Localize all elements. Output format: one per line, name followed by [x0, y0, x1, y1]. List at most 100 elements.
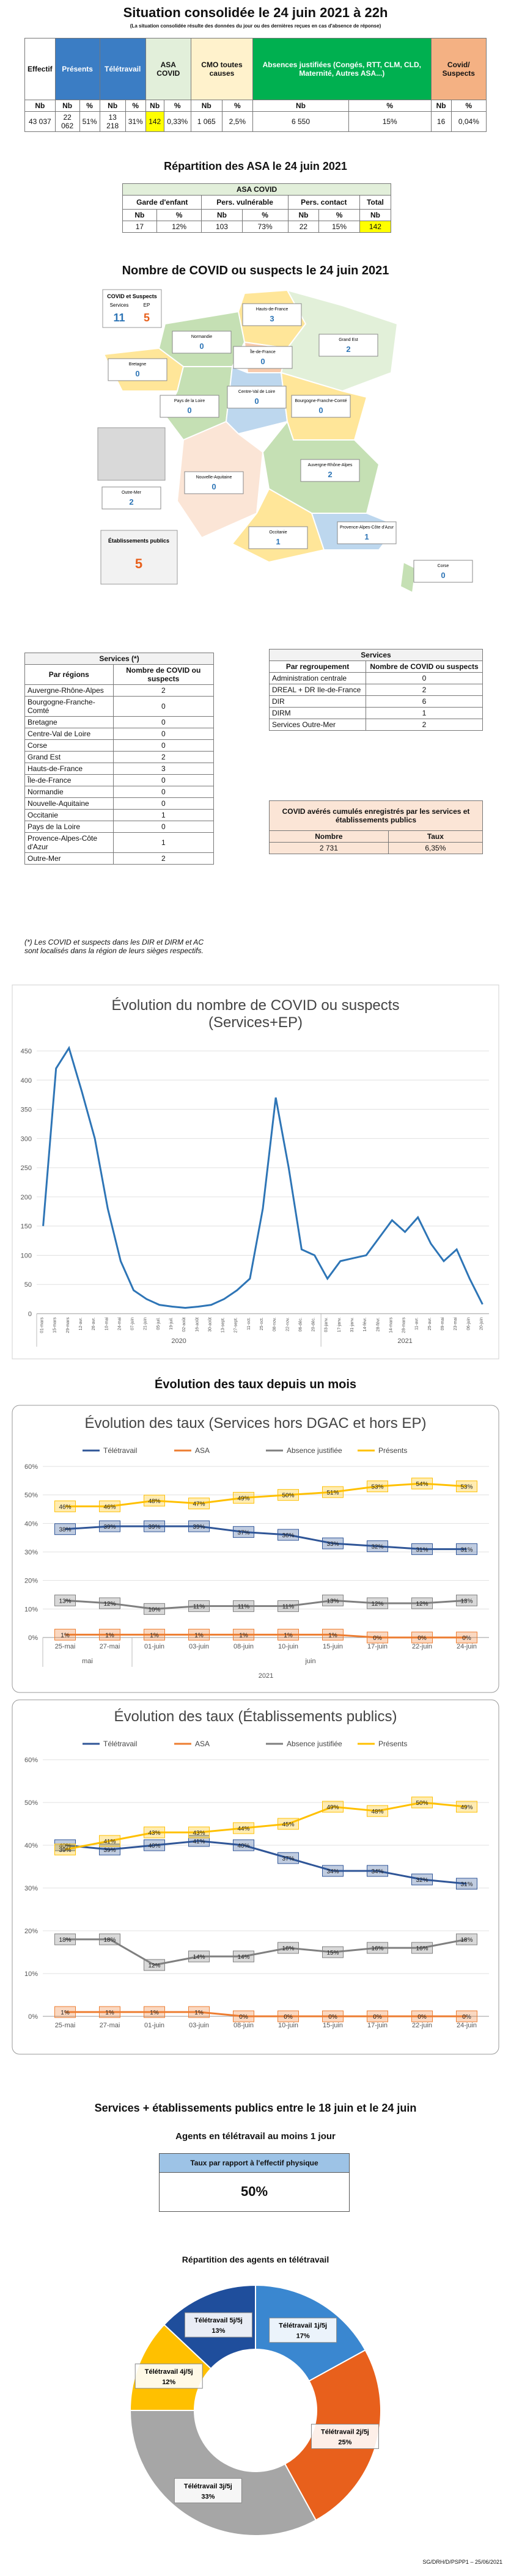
- table-value: 16: [430, 111, 452, 132]
- value-label-box: [367, 1805, 388, 1817]
- slice-label: Télétravail 2j/5j: [321, 2429, 369, 2436]
- legend-label: EP: [144, 302, 150, 308]
- column-head: Nb: [201, 209, 243, 221]
- row-label: Grand Est: [24, 751, 114, 763]
- table-value: 0: [112, 774, 215, 786]
- region-name: Provence-Alpes-Côte d'Azur: [340, 525, 394, 530]
- y-tick-label: 60%: [24, 1463, 38, 1471]
- slice-label-box: [174, 2478, 242, 2503]
- y-tick-label: 10%: [24, 1970, 38, 1978]
- region-box: [184, 471, 244, 494]
- region-box: [242, 303, 302, 326]
- chart-frame: [12, 984, 499, 1359]
- table-value: 3: [112, 763, 215, 775]
- section-title: Services + établissements publics entre …: [94, 2102, 417, 2114]
- region-value: 0: [441, 571, 445, 580]
- value-label-box: [456, 1933, 477, 1945]
- map-legend: [102, 289, 162, 328]
- table-row: Provence-Alpes-Côte d'Azur 1: [24, 832, 215, 853]
- region-box: [413, 560, 473, 583]
- value-label-box: [188, 1826, 210, 1839]
- region-box: [318, 334, 378, 357]
- value-label: 39%: [193, 1524, 205, 1531]
- x-tick-label: 22-nov.: [285, 1317, 290, 1331]
- column-head: %: [125, 100, 146, 112]
- value-label: 49%: [326, 1804, 339, 1811]
- series-line: [65, 1525, 467, 1550]
- value-label: 54%: [416, 1481, 428, 1488]
- value-label: 38%: [59, 1527, 71, 1534]
- x-tick-label: 03-juin: [189, 1643, 209, 1650]
- value-label-box: [411, 1942, 433, 1954]
- value-label-box: [322, 1946, 344, 1958]
- section-title: Évolution des taux depuis un mois: [154, 1378, 357, 1391]
- x-tick-label: 30-août: [208, 1317, 212, 1332]
- note: (*) Les COVID et suspects dans les DIR e…: [24, 938, 204, 955]
- value-label: 16%: [371, 1945, 383, 1952]
- legend-label: Présents: [378, 1740, 407, 1748]
- region-box: [291, 395, 351, 418]
- x-group-label: 2021: [397, 1337, 412, 1345]
- value-label-box: [367, 1597, 388, 1609]
- x-tick-label: 10-mai: [105, 1317, 109, 1331]
- x-tick-label: 19-juil.: [169, 1317, 174, 1330]
- column-head: Nb: [359, 209, 392, 221]
- row-label: Normandie: [24, 786, 114, 798]
- table-row: Services Outre-Mer 2: [268, 719, 483, 731]
- column-label: Pers. vulnérable: [201, 195, 289, 210]
- column-head: Taux: [388, 830, 483, 843]
- region-box: [108, 358, 167, 381]
- value-label-box: [456, 1480, 477, 1493]
- table-row: DREAL + DR Ile-de-France 2: [268, 684, 483, 696]
- column-head: Par régions: [24, 664, 114, 685]
- value-label-box: [411, 1631, 433, 1644]
- value-label-box: [144, 2006, 165, 2018]
- value-label: 41%: [103, 1839, 116, 1845]
- table-title: Services: [269, 649, 483, 661]
- value-label: 39%: [103, 1524, 116, 1531]
- value-label: 12%: [416, 1601, 428, 1608]
- row-label: Centre-Val de Loire: [24, 728, 114, 740]
- x-tick-label: 29-mars: [66, 1317, 70, 1333]
- value-label: 53%: [371, 1484, 383, 1491]
- table-caption: ASA COVID: [122, 183, 391, 196]
- value-label-box: [233, 1950, 254, 1963]
- x-tick-label: 10-juin: [278, 1643, 298, 1650]
- table-row: Par regroupement Nombre de COVID ou suspe…: [268, 660, 483, 673]
- x-tick-label: 31-janv.: [350, 1317, 355, 1332]
- value-label: 46%: [103, 1504, 116, 1510]
- x-tick-label: 26-avr.: [92, 1317, 96, 1330]
- table-row: Nombre Taux: [269, 830, 483, 843]
- value-label: 50%: [282, 1493, 294, 1499]
- table-row: Administration centrale 0: [268, 672, 483, 684]
- value-label: 1%: [61, 1632, 70, 1639]
- x-tick-label: 20-juin: [479, 1317, 483, 1330]
- legend-label: Absence justifiée: [287, 1446, 342, 1455]
- slice-label: Télétravail 3j/5j: [184, 2483, 232, 2490]
- slice-label: Télétravail 1j/5j: [279, 2322, 327, 2330]
- page-subtitle: (La situation consolidée résulte des don…: [130, 23, 381, 29]
- value-label-box: [144, 1959, 165, 1971]
- value-label-box: [188, 1950, 210, 1963]
- x-tick-label: 21-juin: [144, 1317, 148, 1330]
- table-value: 51%: [79, 111, 100, 132]
- value-label-box: [188, 1600, 210, 1612]
- data-table: Services (*) Par régions Nombre de COVID o…: [24, 653, 215, 865]
- x-tick-label: 22-juin: [412, 1643, 432, 1650]
- x-tick-label: 08-juin: [233, 1643, 254, 1650]
- table-value: 103: [201, 221, 243, 233]
- region-box: [160, 395, 219, 418]
- table-row: Auvergne-Rhône-Alpes 2: [24, 684, 215, 697]
- table-value: 2: [112, 684, 215, 697]
- value-label-box: [322, 1801, 344, 1813]
- value-label: 1%: [194, 2010, 204, 2016]
- x-tick-label: 17-juin: [367, 1643, 388, 1650]
- region-value: 1: [364, 532, 369, 541]
- region-value: 2: [129, 497, 133, 507]
- x-tick-label: 01-mars: [40, 1317, 45, 1333]
- value-label-box: [233, 1628, 254, 1641]
- table-value: 0: [112, 821, 215, 833]
- column-label: Covid/ Suspects: [430, 38, 487, 100]
- table-row: 43 037 22 062 51% 13 218 31% 142 0,33% 1 065 2,5…: [24, 111, 487, 132]
